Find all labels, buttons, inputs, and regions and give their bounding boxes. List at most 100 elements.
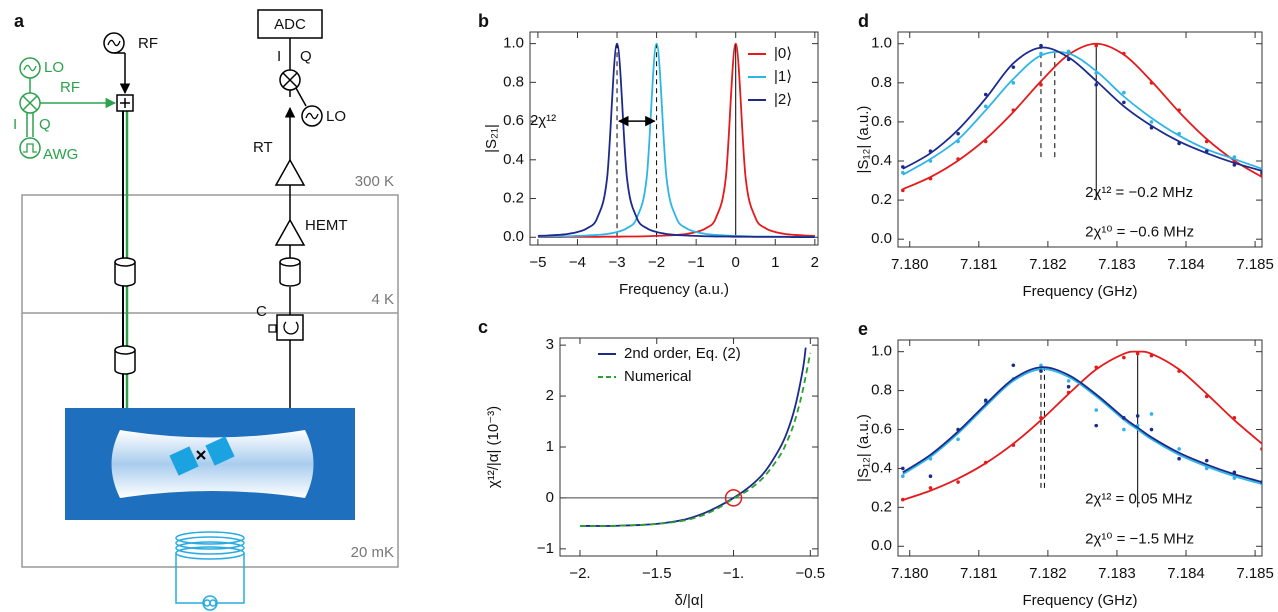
rf-source [107,39,121,47]
legend-label: |2⟩ [774,91,792,108]
x-tick-label: −3 [608,254,625,271]
x-tick-label: −0.5 [796,565,826,582]
y-tick-label: 1.0 [871,35,892,52]
x-tick-label: 1 [771,254,779,271]
x-tick-label: 7.183 [1098,565,1136,582]
y-tick-label: 0.6 [871,113,892,130]
y-tick-label: 0.2 [871,191,892,208]
annotation: 2χ¹² = −0.2 MHz [1085,184,1193,201]
awg [23,143,37,153]
y-axis-label: χ¹²/|α| (10⁻³) [485,406,502,488]
data-point [1122,427,1126,432]
data-point [983,104,988,109]
legend-label: Numerical [624,368,692,385]
x-tick-label: 7.185 [1236,256,1274,273]
data-point [1177,447,1181,451]
line-series [902,46,1262,172]
x-tick-label: −5 [529,254,546,271]
data-point [1094,82,1099,87]
plot-area [579,347,812,527]
data-point [1122,90,1126,95]
data-point [1039,82,1043,87]
data-point [1066,379,1071,383]
data-point [1177,456,1181,461]
y-tick-label: 0.8 [871,74,892,91]
coil [175,531,245,611]
termination [268,324,277,333]
y-tick-label: 2 [546,387,554,404]
amplifier [274,218,306,246]
plot-frame [897,339,1263,557]
x-axis-label: Frequency (GHz) [1022,592,1137,609]
line-series [902,42,1262,190]
data-point [928,474,933,479]
y-tick-label: 0.6 [871,420,892,437]
y-tick-label: 1.0 [503,35,524,52]
mixer [282,72,298,88]
data-point [1135,414,1140,418]
y-tick-label: −1 [537,540,554,557]
line-series [902,368,1262,485]
data-point [1094,408,1099,412]
data-point [956,131,960,136]
plot-frame [529,31,819,246]
label: LO [44,59,64,76]
y-tick-label: 0.0 [871,537,892,554]
x-tick-label: −4 [569,254,586,271]
plot-area [537,42,815,238]
x-tick-label: 0 [732,254,740,271]
circulator [276,314,304,341]
data-point [928,486,933,490]
combiner [120,98,130,108]
stage-label: 4 K [371,291,394,308]
x-tick-label: −1.5 [642,565,672,582]
label: RF [60,79,80,96]
x-axis-label: Frequency (GHz) [1022,283,1137,300]
annotation: 2χ¹⁰ = −1.5 MHz [1085,530,1194,547]
cavity-mode [111,430,314,498]
label: I [13,116,17,133]
data-point [1149,412,1154,416]
legend-label: |1⟩ [774,68,792,85]
y-axis-label: |S₂₁| [483,124,500,153]
qubit-pad [205,436,235,466]
y-tick-label: 0.2 [871,498,892,515]
data-point [1122,355,1126,360]
label: LO [326,108,346,125]
cryostat-box [21,194,399,568]
x-tick-label: 7.181 [960,256,998,273]
panel-label: d [858,11,869,31]
adc [257,9,323,39]
x-tick-label: −1. [723,565,744,582]
stage-label: 20 mK [351,544,394,561]
data-point [1039,43,1043,48]
data-point [956,480,960,484]
data-point [983,92,988,97]
y-tick-label: 0.4 [871,152,892,169]
plot-area [901,350,1262,502]
x-tick-label: 7.180 [891,565,929,582]
plot-frame [897,31,1263,248]
x-tick-label: 7.181 [960,565,998,582]
y-tick-label: 0.4 [871,459,892,476]
label: C [256,303,267,320]
line-series [902,350,1262,501]
data-point [1149,120,1154,124]
data-point [956,437,960,442]
y-tick-label: 3 [546,336,554,353]
x-tick-label: 7.184 [1167,256,1205,273]
data-point [1094,423,1099,428]
label: I [277,48,281,65]
y-tick-label: 0.0 [871,230,892,247]
line-series [902,50,1262,176]
x-tick-label: 7.180 [891,256,929,273]
awg [19,137,41,159]
plot-area [901,42,1262,193]
data-point [1260,447,1262,451]
panel-label: e [858,319,868,339]
junction [196,450,206,460]
y-tick-label: 0 [546,489,554,506]
legend-label: 2nd order, Eq. (2) [624,345,741,362]
panel-label: b [478,11,489,31]
data-point [1260,170,1262,175]
